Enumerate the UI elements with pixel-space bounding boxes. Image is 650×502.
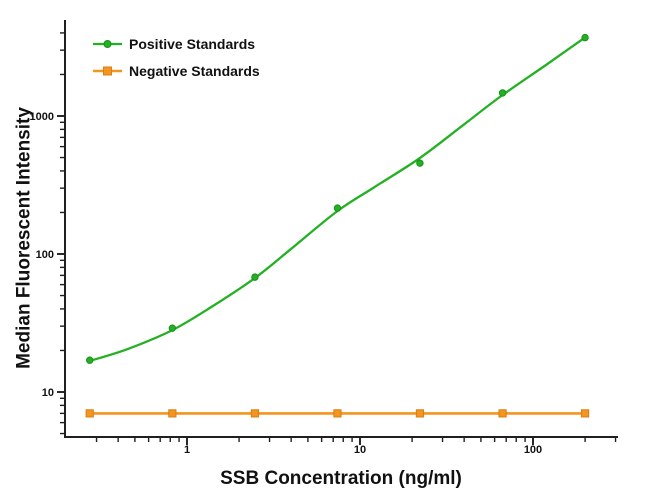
x-axis-title: SSB Concentration (ng/ml) — [220, 468, 462, 489]
negative-data-point — [498, 409, 507, 418]
y-axis-title: Median Fluorescent Intensity — [14, 107, 35, 369]
negative-data-point — [580, 409, 590, 418]
y-tick-label: 10 — [42, 387, 54, 399]
positive-data-point — [168, 324, 177, 332]
axes-frame — [64, 20, 618, 438]
negative-data-point — [168, 409, 177, 418]
negative-legend-marker-icon — [103, 66, 112, 76]
y-tick-label: 100 — [36, 249, 54, 261]
positive-data-point — [251, 273, 259, 281]
negative-legend-label: Negative Standards — [129, 63, 260, 79]
positive-data-point — [416, 159, 424, 167]
positive-data-point — [498, 89, 507, 97]
plot-series — [85, 33, 590, 418]
legend-item-positive-standards: Positive Standards — [93, 36, 255, 52]
positive-data-point — [86, 356, 94, 364]
positive-legend-label: Positive Standards — [129, 36, 255, 52]
positive-fit-curve — [88, 36, 587, 363]
x-tick-label: 10 — [354, 444, 366, 456]
negative-data-point — [250, 409, 260, 418]
negative-data-point — [333, 409, 342, 418]
positive-data-point — [333, 204, 342, 212]
negative-data-point — [85, 409, 94, 418]
negative-data-point — [415, 409, 425, 418]
legend: Positive Standards Negative Standards — [93, 36, 260, 79]
axis-ticks — [57, 32, 617, 445]
axis-tick-labels: 1 10 100 10 100 1000 — [30, 111, 543, 456]
y-tick-label: 1000 — [30, 111, 54, 123]
positive-legend-marker-icon — [103, 40, 112, 48]
positive-data-point — [581, 33, 589, 42]
x-tick-label: 100 — [524, 444, 542, 456]
legend-item-negative-standards: Negative Standards — [93, 63, 260, 79]
x-tick-label: 1 — [184, 444, 190, 456]
